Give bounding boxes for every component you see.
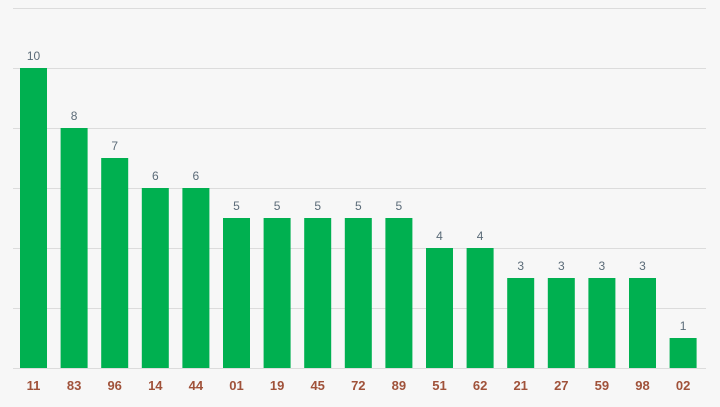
category-label-02: 02	[676, 378, 690, 393]
value-label-72: 5	[355, 199, 362, 213]
bars	[20, 68, 697, 368]
category-label-27: 27	[554, 378, 568, 393]
category-label-19: 19	[270, 378, 284, 393]
bar-14[interactable]	[141, 188, 169, 368]
bar-89[interactable]	[385, 218, 413, 368]
category-label-21: 21	[513, 378, 527, 393]
bar-19[interactable]	[263, 218, 291, 368]
value-label-83: 8	[71, 109, 78, 123]
category-label-96: 96	[107, 378, 121, 393]
category-label-44: 44	[189, 378, 204, 393]
category-label-59: 59	[595, 378, 609, 393]
value-labels: 10 8 7 6 6 5 5 5 5 5 4 4 3 3 3 3 1	[27, 49, 687, 333]
category-label-83: 83	[67, 378, 81, 393]
category-label-89: 89	[392, 378, 406, 393]
value-label-44: 6	[193, 169, 200, 183]
bar-62[interactable]	[466, 248, 494, 368]
bar-96[interactable]	[101, 158, 129, 368]
value-label-62: 4	[477, 229, 484, 243]
value-label-89: 5	[396, 199, 403, 213]
category-label-62: 62	[473, 378, 487, 393]
value-label-01: 5	[233, 199, 240, 213]
bar-02[interactable]	[669, 338, 697, 368]
bar-44[interactable]	[182, 188, 210, 368]
value-label-27: 3	[558, 259, 565, 273]
bar-21[interactable]	[507, 278, 535, 368]
bar-27[interactable]	[547, 278, 575, 368]
category-label-98: 98	[635, 378, 649, 393]
category-labels: 11 83 96 14 44 01 19 45 72 89 51 62 21 27 59 98 02	[27, 378, 691, 393]
value-label-96: 7	[111, 139, 118, 153]
category-label-72: 72	[351, 378, 365, 393]
bar-11[interactable]	[20, 68, 47, 368]
value-label-98: 3	[639, 259, 646, 273]
value-label-45: 5	[314, 199, 321, 213]
bar-83[interactable]	[60, 128, 88, 368]
value-label-59: 3	[599, 259, 606, 273]
category-label-01: 01	[229, 378, 243, 393]
bar-45[interactable]	[304, 218, 332, 368]
category-label-45: 45	[310, 378, 324, 393]
bar-51[interactable]	[426, 248, 453, 368]
value-label-19: 5	[274, 199, 281, 213]
bar-72[interactable]	[344, 218, 372, 368]
bar-98[interactable]	[629, 278, 656, 368]
value-label-51: 4	[436, 229, 443, 243]
value-label-02: 1	[680, 319, 687, 333]
value-label-14: 6	[152, 169, 159, 183]
bar-59[interactable]	[588, 278, 616, 368]
bar-01[interactable]	[223, 218, 250, 368]
category-label-11: 11	[27, 378, 41, 393]
category-label-14: 14	[148, 378, 163, 393]
value-label-11: 10	[27, 49, 41, 63]
value-label-21: 3	[517, 259, 524, 273]
category-label-51: 51	[432, 378, 446, 393]
